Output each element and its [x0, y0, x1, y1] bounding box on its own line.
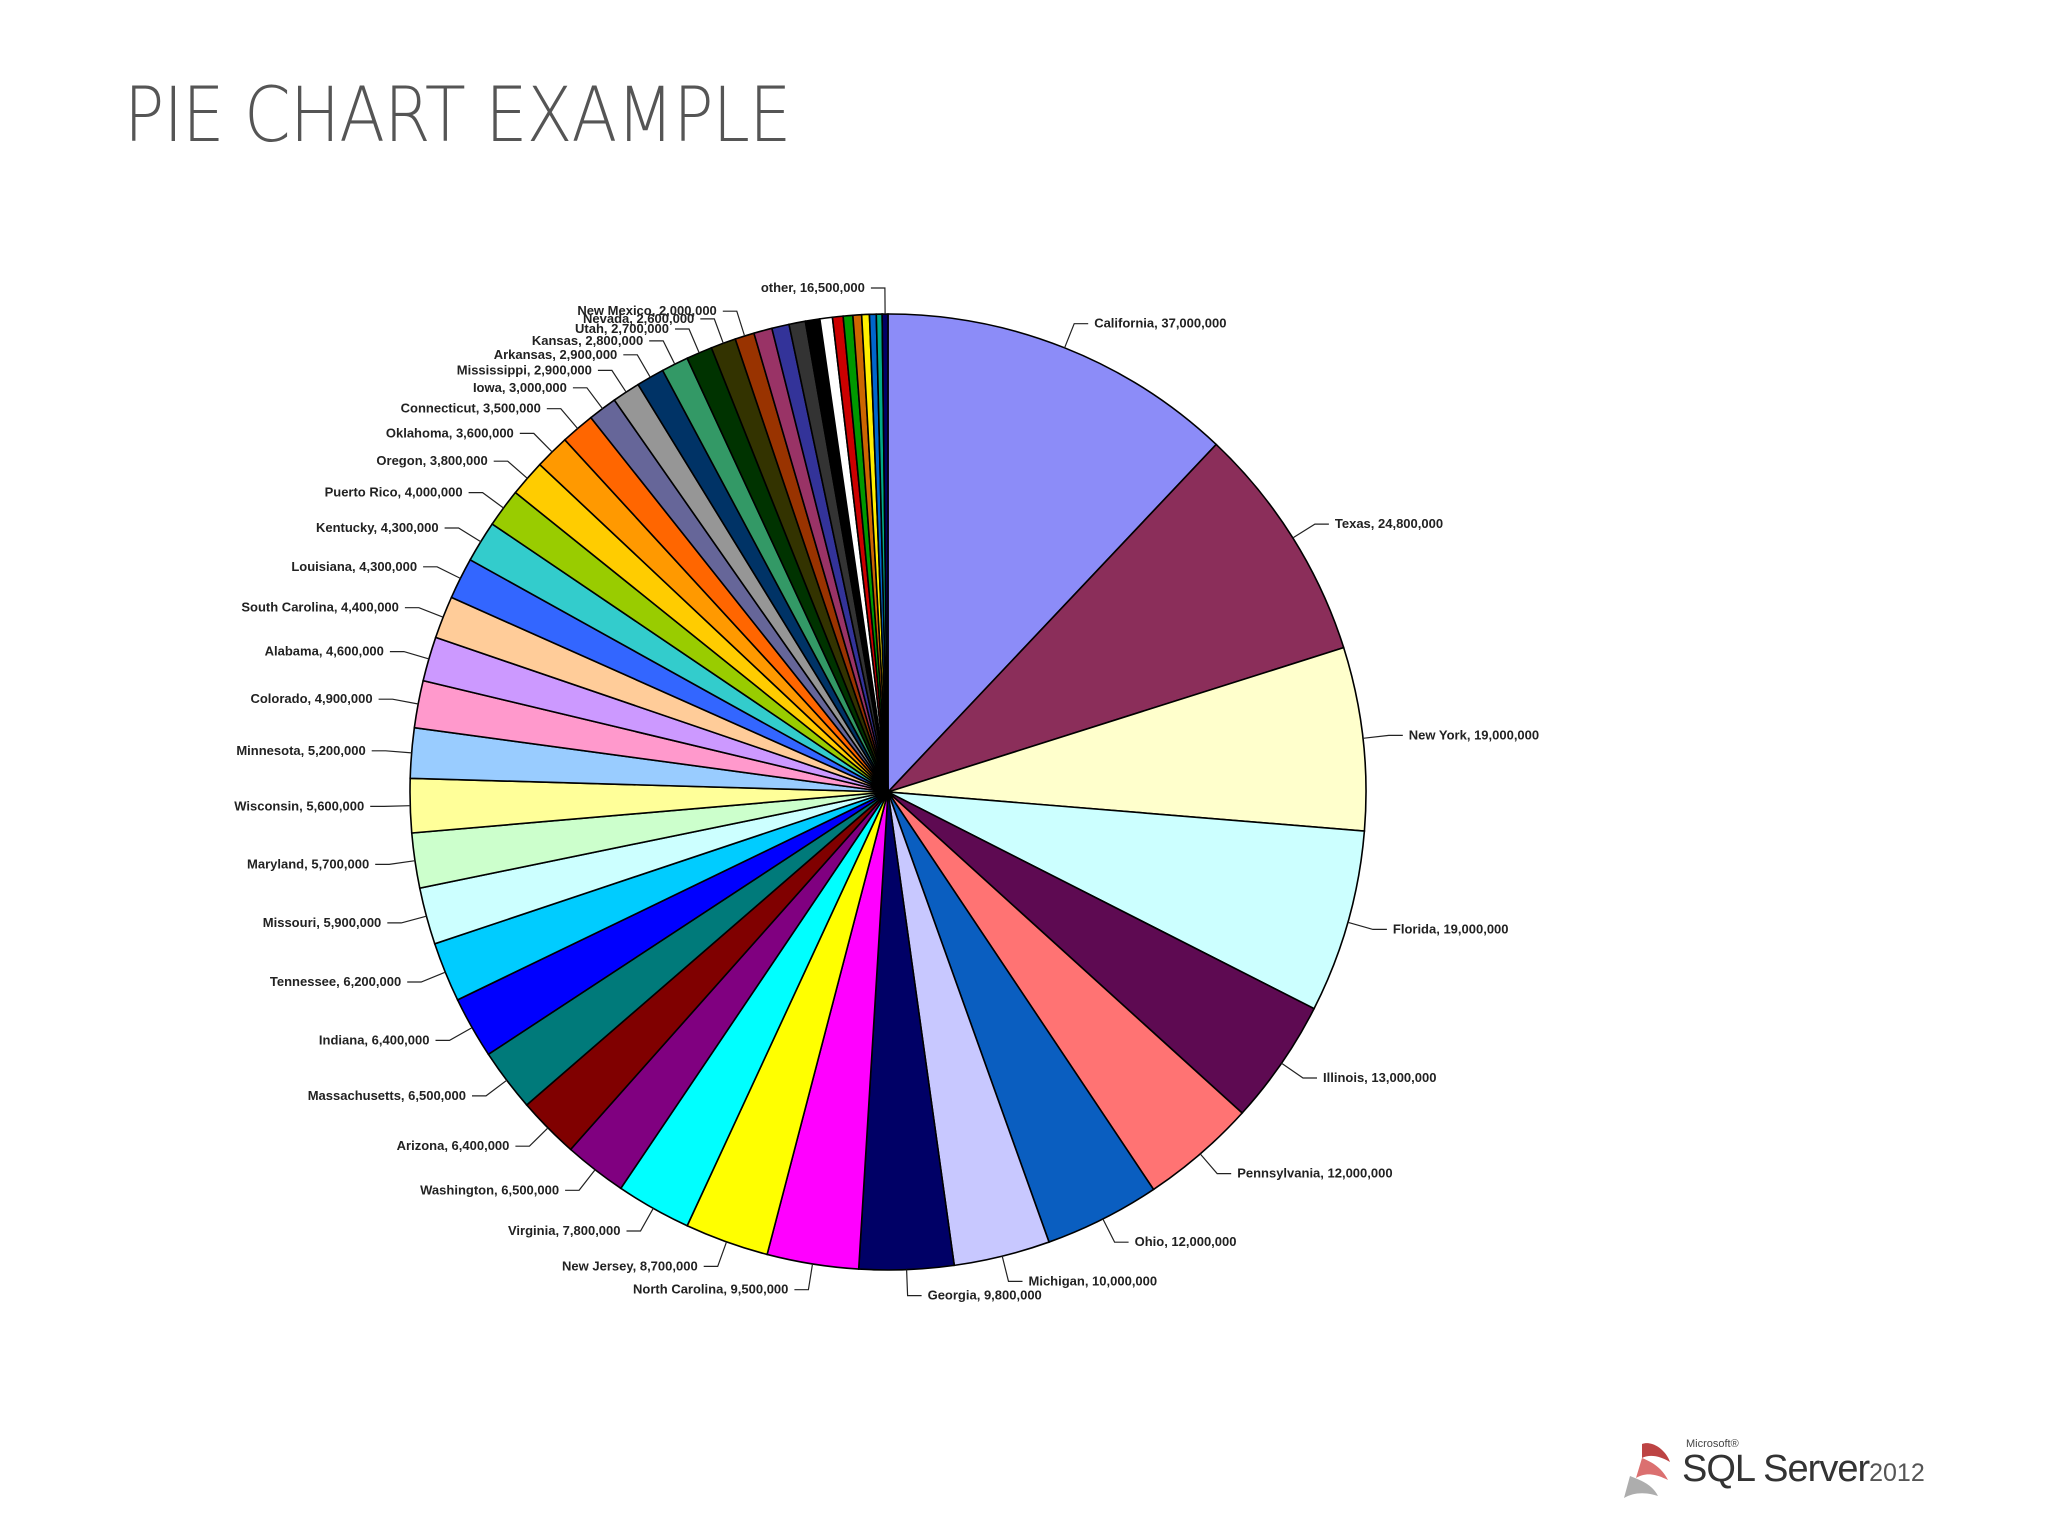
slice-leader-line: [675, 328, 700, 354]
slice-leader-line: [565, 1169, 596, 1191]
slice-label: Connecticut, 3,500,000: [401, 401, 541, 416]
slice-leader-line: [515, 1127, 549, 1147]
slice-leader-line: [572, 387, 603, 409]
slice-label: Ohio, 12,000,000: [1135, 1234, 1237, 1249]
sql-server-logo-icon: [1624, 1443, 1670, 1498]
slice-leader-line: [703, 1241, 728, 1268]
slice-leader-line: [546, 408, 579, 429]
slice-leader-line: [493, 460, 528, 479]
slice-label: Oklahoma, 3,600,000: [386, 425, 514, 440]
slice-leader-line: [371, 750, 412, 754]
slice-leader-line: [1281, 1062, 1317, 1079]
slice-label: Arkansas, 2,900,000: [494, 347, 618, 362]
slice-leader-line: [626, 1208, 654, 1232]
slice-label: California, 37,000,000: [1094, 316, 1226, 331]
pie-slice: [887, 646, 1367, 832]
slice-label: Pennsylvania, 12,000,000: [1237, 1166, 1392, 1181]
slice-leader-line: [472, 1079, 508, 1097]
slice-leader-line: [623, 354, 651, 378]
slice-label: Nevada, 2,600,000: [583, 311, 694, 326]
slice-label: Mississippi, 2,900,000: [457, 362, 592, 377]
slice-label: Florida, 19,000,000: [1393, 921, 1509, 936]
slice-label: New York, 19,000,000: [1409, 727, 1539, 742]
slice-leader-line: [722, 310, 746, 337]
slice-label: Texas, 24,800,000: [1335, 516, 1443, 531]
slice-leader-line: [1199, 1153, 1232, 1175]
slice-label: Maryland, 5,700,000: [247, 856, 369, 871]
slice-label: Tennessee, 6,200,000: [270, 974, 401, 989]
slice-label: North Carolina, 9,500,000: [633, 1282, 788, 1297]
slice-leader-line: [444, 527, 482, 543]
pie-slice: [887, 313, 1218, 795]
slice-leader-line: [468, 492, 504, 509]
slice-leader-line: [794, 1263, 814, 1291]
slice-label: South Carolina, 4,400,000: [241, 600, 399, 615]
slice-leader-line: [700, 318, 724, 344]
slice-label: New Jersey, 8,700,000: [562, 1258, 698, 1273]
slice-label: Oregon, 3,800,000: [376, 453, 487, 468]
slice-leader-line: [1362, 734, 1403, 739]
slice-label: Virginia, 7,800,000: [508, 1223, 621, 1238]
slice-leader-line: [1001, 1255, 1023, 1283]
logo-microsoft-text: Microsoft®: [1686, 1438, 1739, 1450]
slice-leader-line: [1292, 523, 1329, 539]
slice-leader-line: [1064, 323, 1089, 349]
slice-label: Michigan, 10,000,000: [1029, 1273, 1158, 1288]
slice-leader-line: [423, 566, 461, 579]
slice-leader-line: [597, 369, 627, 393]
slice-label: Arizona, 6,400,000: [397, 1138, 510, 1153]
slice-label: Alabama, 4,600,000: [265, 644, 384, 659]
slice-leader-line: [1102, 1218, 1129, 1243]
slice-label: Massachusetts, 6,500,000: [308, 1088, 466, 1103]
slice-label: Illinois, 13,000,000: [1323, 1070, 1436, 1085]
slice-leader-line: [375, 860, 416, 866]
logo-year: 2012: [1869, 1459, 1925, 1487]
slice-leader-line: [389, 650, 430, 660]
slice-leader-line: [649, 340, 676, 365]
slice-leader-line: [404, 607, 444, 618]
slice-label: Utah, 2,700,000: [575, 321, 669, 336]
slice-label: Iowa, 3,000,000: [473, 380, 567, 395]
slice-leader-line: [906, 1269, 922, 1297]
slice-label: New Mexico, 2,000,000: [577, 303, 716, 318]
slice-label: other, 16,500,000: [761, 280, 865, 295]
slice-leader-line: [378, 698, 419, 705]
slice-label: Louisiana, 4,300,000: [291, 559, 417, 574]
sql-server-logo: Microsoft® SQL Server2012: [1622, 1438, 1942, 1506]
pie-slice: [881, 313, 889, 793]
slice-leader-line: [519, 432, 553, 453]
pie-slice: [887, 791, 1366, 1010]
slice-label: Indiana, 6,400,000: [319, 1032, 430, 1047]
slice-label: Washington, 6,500,000: [420, 1182, 559, 1197]
slice-label: Kentucky, 4,300,000: [316, 520, 439, 535]
logo-product-text: SQL Server: [1682, 1448, 1870, 1490]
slice-leader-line: [435, 1027, 473, 1042]
slice-label: Kansas, 2,800,000: [532, 333, 643, 348]
slice-label: Wisconsin, 5,600,000: [234, 798, 364, 813]
slice-label: Puerto Rico, 4,000,000: [325, 485, 463, 500]
slice-leader-line: [370, 805, 411, 808]
slice-leader-line: [387, 915, 427, 924]
slice-label: Missouri, 5,900,000: [263, 915, 382, 930]
slice-label: Georgia, 9,800,000: [928, 1288, 1042, 1303]
slice-leader-line: [870, 287, 886, 315]
pie-slice: [885, 443, 1345, 794]
slice-leader-line: [407, 971, 446, 983]
slide-title: PIE CHART EXAMPLE: [124, 70, 791, 159]
logo-product-name: SQL Server2012: [1682, 1448, 1925, 1491]
slice-label: Colorado, 4,900,000: [250, 691, 372, 706]
slice-leader-line: [1347, 921, 1387, 931]
slice-label: Minnesota, 5,200,000: [236, 743, 365, 758]
